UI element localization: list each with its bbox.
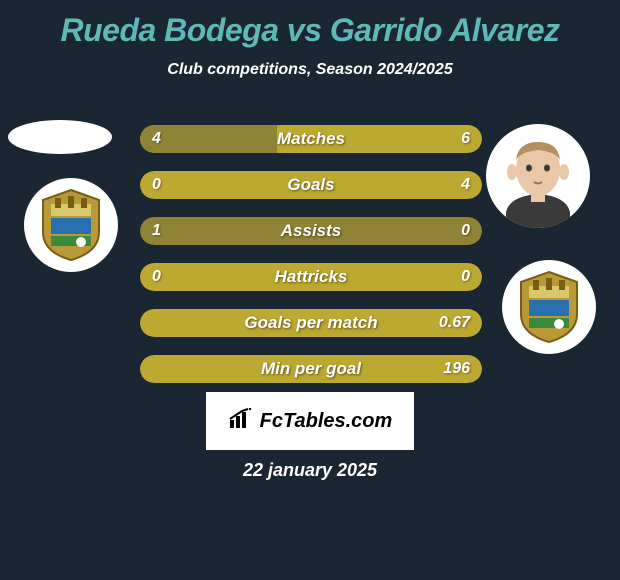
stat-bar-row: 4 6 Matches [140, 125, 482, 153]
date-label: 22 january 2025 [243, 460, 377, 481]
bar-label: Min per goal [261, 359, 361, 379]
bar-label: Matches [277, 129, 345, 149]
club-right-crest [502, 260, 596, 354]
chart-icon [228, 408, 254, 435]
bar-right-value: 0 [461, 268, 470, 286]
bar-left-value: 4 [152, 130, 161, 148]
bar-right-value: 0.67 [439, 314, 470, 332]
club-left-crest [24, 178, 118, 272]
bar-right-value: 0 [461, 222, 470, 240]
stat-bar-row: 0 4 Goals [140, 171, 482, 199]
bar-right-value: 4 [461, 176, 470, 194]
person-icon [498, 134, 578, 228]
bar-label: Hattricks [275, 267, 348, 287]
page-title: Rueda Bodega vs Garrido Alvarez [0, 0, 620, 49]
bar-left-value: 0 [152, 176, 161, 194]
stat-bar-row: 1 0 Assists [140, 217, 482, 245]
player-right-avatar [486, 124, 590, 228]
stat-bars: 4 6 Matches 0 4 Goals 1 0 Assists 0 0 Hattricks 0.67… [140, 125, 482, 401]
shield-icon [515, 270, 583, 344]
bar-label: Assists [281, 221, 341, 241]
player-left-avatar [8, 120, 112, 154]
bar-right-value: 196 [443, 360, 470, 378]
stat-bar-row: 196 Min per goal [140, 355, 482, 383]
branding-text: FcTables.com [260, 410, 393, 433]
bar-label: Goals per match [244, 313, 377, 333]
branding-banner: FcTables.com [206, 392, 414, 450]
stat-bar-row: 0.67 Goals per match [140, 309, 482, 337]
bar-right-value: 6 [461, 130, 470, 148]
bar-label: Goals [287, 175, 334, 195]
bar-left-value: 0 [152, 268, 161, 286]
page-subtitle: Club competitions, Season 2024/2025 [0, 61, 620, 79]
bar-left-value: 1 [152, 222, 161, 240]
shield-icon [37, 188, 105, 262]
stat-bar-row: 0 0 Hattricks [140, 263, 482, 291]
